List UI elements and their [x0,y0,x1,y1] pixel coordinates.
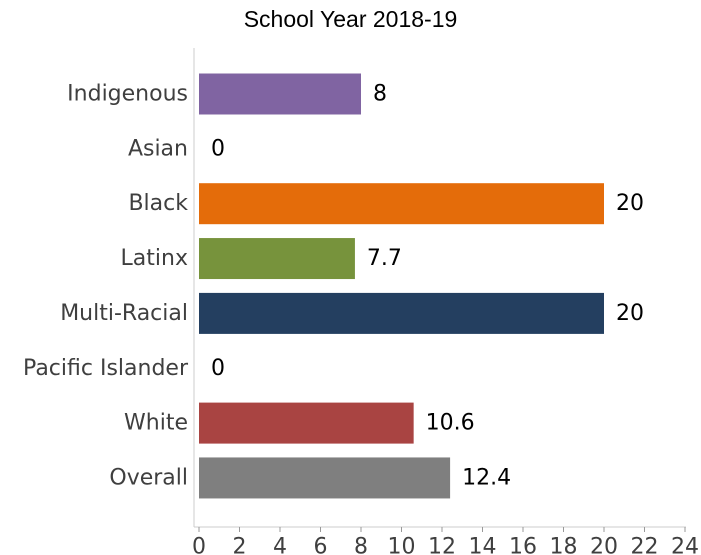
x-tick-label: 4 [273,535,287,555]
x-tick-label: 16 [509,535,537,555]
category-label: White [124,411,188,436]
value-label: 10.6 [426,411,475,436]
value-label: 12.4 [462,465,511,490]
value-label: 20 [616,301,644,326]
category-label: Black [128,191,188,216]
category-label: Indigenous [67,82,188,107]
x-tick-label: 6 [314,535,328,555]
chart-title: School Year 2018-19 [243,6,458,32]
value-label: 0 [211,356,225,381]
value-label: 7.7 [367,246,402,271]
bar [199,73,361,115]
bar [199,457,451,499]
x-tick-label: 10 [388,535,416,555]
bar [199,238,355,280]
bar [199,402,414,444]
value-label: 8 [373,82,387,107]
category-label: Pacific Islander [23,356,189,381]
category-label: Multi-Racial [60,301,188,326]
category-label: Asian [128,136,188,161]
bar [199,183,604,225]
x-tick-label: 18 [550,535,578,555]
value-label: 20 [616,191,644,216]
x-tick-label: 20 [590,535,618,555]
category-label: Latinx [121,246,188,271]
x-tick-label: 2 [233,535,247,555]
x-tick-label: 12 [428,535,456,555]
x-tick-label: 24 [671,535,699,555]
x-tick-label: 14 [469,535,497,555]
bar [199,292,604,334]
value-label: 0 [211,136,225,161]
x-tick-label: 22 [631,535,659,555]
x-tick-label: 0 [192,535,206,555]
x-tick-label: 8 [354,535,368,555]
category-label: Overall [109,465,188,490]
